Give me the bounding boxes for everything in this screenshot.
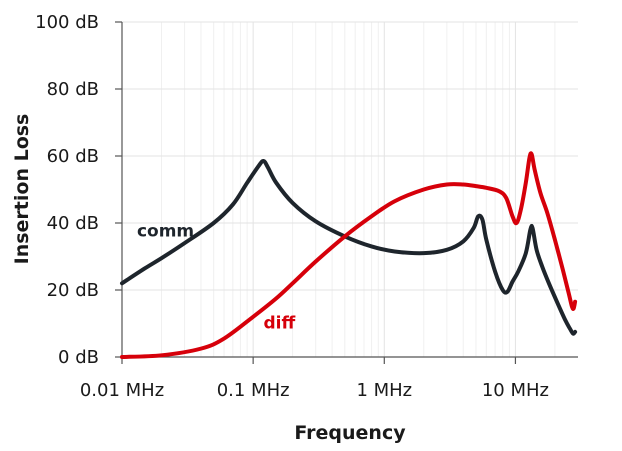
y-tick-label: 80 dB	[47, 79, 99, 100]
x-axis-title: Frequency	[294, 422, 406, 444]
series-label-comm: comm	[137, 221, 194, 241]
x-tick-label: 0.01 MHz	[80, 380, 164, 401]
x-tick-label: 0.1 MHz	[217, 380, 290, 401]
y-tick-label: 0 dB	[58, 347, 99, 368]
y-tick-label: 20 dB	[47, 280, 99, 301]
y-axis-title: Insertion Loss	[11, 114, 33, 265]
x-tick-label: 1 MHz	[356, 380, 412, 401]
series-group	[120, 151, 578, 359]
label-group: comm diff	[137, 221, 296, 333]
grid	[121, 21, 578, 357]
y-tick-label: 60 dB	[47, 146, 99, 167]
series-label-diff: diff	[264, 314, 296, 334]
axes: 0.01 MHz 0.1 MHz 1 MHz 10 MHz 0 dB 20 dB 40 dB…	[35, 12, 578, 401]
y-tick-label: 40 dB	[47, 213, 99, 234]
y-tick-label: 100 dB	[35, 12, 99, 33]
x-tick-label: 10 MHz	[482, 380, 549, 401]
series-line-diff	[120, 151, 578, 359]
series-line-comm	[120, 159, 578, 336]
